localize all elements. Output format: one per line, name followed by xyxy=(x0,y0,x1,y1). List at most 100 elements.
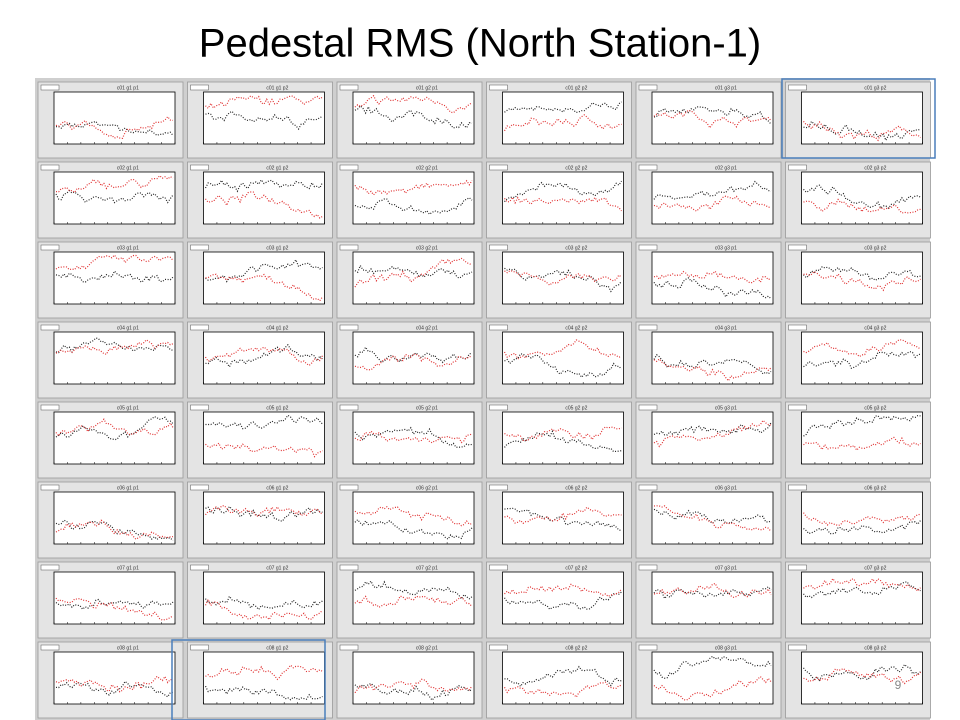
panel-label: c01 g1 p1 xyxy=(117,85,139,91)
trace xyxy=(653,195,772,212)
panel-label: c03 g3 p1 xyxy=(715,245,737,251)
panel-stats-box xyxy=(638,484,658,491)
plot-area xyxy=(53,411,176,465)
trace xyxy=(205,343,323,369)
panel-stats-box xyxy=(788,84,807,91)
panel-stats-box xyxy=(489,404,508,411)
panel-label: c01 g3 p1 xyxy=(715,85,737,91)
panel-stats-box xyxy=(190,244,209,251)
plot-area xyxy=(651,491,774,545)
trace xyxy=(504,429,622,453)
panel-stats-box xyxy=(190,564,209,571)
trace xyxy=(204,598,323,621)
plot-area xyxy=(502,251,624,305)
trace xyxy=(55,675,174,693)
trace xyxy=(55,254,174,271)
trace xyxy=(354,505,473,527)
plot-area xyxy=(502,651,624,705)
panel-stats-box xyxy=(40,84,60,91)
trace xyxy=(504,267,622,293)
trace xyxy=(205,273,323,302)
panel-stats-box xyxy=(489,164,508,171)
plot-area xyxy=(53,491,176,545)
slide-title: Pedestal RMS (North Station-1) xyxy=(199,22,761,66)
panel-stats-box xyxy=(190,644,209,651)
trace xyxy=(803,270,921,292)
panel-label: c02 g2 p2 xyxy=(565,165,587,171)
trace xyxy=(803,351,921,370)
panel-stats-box xyxy=(638,404,658,411)
plot-area xyxy=(651,571,774,625)
panel-label: c03 g3 p2 xyxy=(864,245,886,251)
plot-area xyxy=(53,571,176,625)
panel-stats-box xyxy=(638,324,658,331)
plot-area xyxy=(801,411,923,465)
trace xyxy=(55,270,174,284)
trace xyxy=(504,196,622,212)
panel-label: c07 g2 p2 xyxy=(565,565,587,571)
trace xyxy=(354,94,473,114)
panel-label: c06 g1 p2 xyxy=(266,485,288,491)
plot-area xyxy=(203,251,325,305)
panel-label: c02 g1 p1 xyxy=(117,165,139,171)
panel-stats-box xyxy=(190,324,209,331)
plot-area xyxy=(53,171,176,225)
plot-area xyxy=(203,651,325,705)
panel-label: c04 g3 p2 xyxy=(864,325,886,331)
trace xyxy=(354,426,473,448)
panel-stats-box xyxy=(190,484,209,491)
trace xyxy=(653,353,772,375)
panel-label: c01 g2 p2 xyxy=(565,85,587,91)
plot-area xyxy=(651,651,774,705)
panel-stats-box xyxy=(638,244,658,251)
panel-label: c08 g1 p1 xyxy=(117,645,139,651)
trace xyxy=(205,414,323,430)
trace xyxy=(803,184,921,210)
trace xyxy=(803,338,921,358)
panel-stats-box xyxy=(339,324,359,331)
panel-label: c04 g1 p2 xyxy=(266,325,288,331)
panel-label: c02 g2 p1 xyxy=(416,165,438,171)
trace xyxy=(354,345,473,364)
panel-stats-box xyxy=(788,484,807,491)
trace xyxy=(803,520,921,535)
plot-area xyxy=(53,331,176,385)
panel-label: c07 g3 p1 xyxy=(715,565,737,571)
panel-label: c08 g2 p1 xyxy=(416,645,438,651)
trace xyxy=(503,681,622,699)
panel-label: c03 g1 p1 xyxy=(117,245,139,251)
trace xyxy=(205,504,323,517)
plot-area xyxy=(801,331,923,385)
panel-stats-box xyxy=(40,644,60,651)
trace xyxy=(204,178,324,193)
plot-area xyxy=(352,91,475,145)
trace xyxy=(205,595,323,611)
plot-area xyxy=(502,91,624,145)
trace xyxy=(504,583,622,598)
plot-area xyxy=(651,411,774,465)
plot-area xyxy=(801,491,923,545)
trace xyxy=(503,114,622,132)
trace xyxy=(55,519,174,540)
trace xyxy=(803,120,921,142)
trace xyxy=(55,598,174,611)
trace xyxy=(205,442,323,458)
trace xyxy=(504,507,622,532)
panel-label: c05 g2 p1 xyxy=(416,405,438,411)
panel-stats-box xyxy=(339,164,359,171)
plot-area xyxy=(203,331,325,385)
panel-label: c01 g2 p1 xyxy=(416,85,438,91)
panel-stats-box xyxy=(190,404,209,411)
trace xyxy=(205,664,323,681)
plot-area xyxy=(801,571,923,625)
plot-area xyxy=(502,171,624,225)
trace xyxy=(803,120,921,142)
trace xyxy=(205,258,323,283)
panel-stats-box xyxy=(339,484,359,491)
trace xyxy=(354,196,473,216)
plot-area xyxy=(352,331,475,385)
plot-area xyxy=(352,251,475,305)
panel-label: c04 g2 p2 xyxy=(565,325,587,331)
trace xyxy=(653,582,772,599)
